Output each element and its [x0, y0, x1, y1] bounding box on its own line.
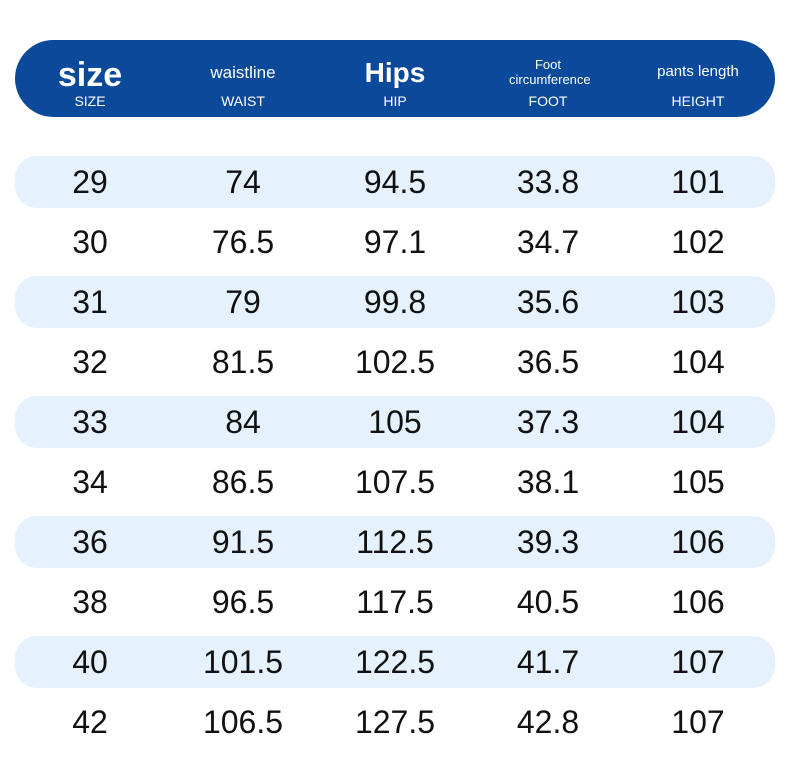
table-cell: 40.5 [516, 584, 580, 620]
table-cell: 36 [72, 524, 108, 560]
table-cell: 103 [671, 284, 725, 320]
table-cell: 31 [72, 284, 108, 320]
table-cell: 101.5 [202, 644, 284, 680]
column-title: waistline [210, 63, 276, 83]
table-cell: 106.5 [202, 704, 284, 740]
table-cell: 42.8 [516, 704, 580, 740]
table-cell: 37.3 [516, 404, 580, 440]
table-cell: 104 [671, 344, 725, 380]
table-row: 33 84 105 37.3 104 [15, 396, 775, 448]
table-cell: 38.1 [516, 464, 580, 500]
column-subtitle: HIP [383, 93, 407, 109]
table-cell: 99.8 [363, 284, 427, 320]
column-title: size [57, 55, 123, 94]
table-cell: 79 [225, 284, 261, 320]
table-row: 42 106.5 127.5 42.8 107 [15, 696, 775, 748]
header-band: size SIZE waistline WAIST Hips HIP Foot circum… [15, 40, 775, 117]
table-cell: 38 [72, 584, 108, 620]
table-cell: 112.5 [356, 524, 434, 560]
header-cell: Foot circumference FOOT [473, 40, 623, 117]
table-cell: 84 [225, 404, 261, 440]
table-cell: 97.1 [363, 224, 427, 260]
table-cell: 32 [72, 344, 108, 380]
table-cell: 101 [671, 164, 725, 200]
table-cell: 34.7 [516, 224, 580, 260]
table-cell: 39.3 [516, 524, 580, 560]
table-cell: 42 [72, 704, 108, 740]
header-cell: size SIZE [15, 40, 165, 117]
column-subtitle: WAIST [221, 93, 265, 109]
column-subtitle: SIZE [74, 93, 106, 109]
table-cell: 40 [72, 644, 108, 680]
column-title: Hips [364, 56, 426, 88]
table-cell: 29 [72, 164, 108, 200]
table-cell: 33 [72, 404, 108, 440]
table-cell: 86.5 [211, 464, 275, 500]
table-cell: 96.5 [211, 584, 275, 620]
table-row: 38 96.5 117.5 40.5 106 [15, 576, 775, 628]
table-cell: 105 [368, 404, 422, 440]
table-cell: 94.5 [363, 164, 427, 200]
table-cell: 102.5 [354, 344, 436, 380]
table-cell: 74 [225, 164, 261, 200]
table-cell: 104 [671, 404, 725, 440]
table-row: 29 74 94.5 33.8 101 [15, 156, 775, 208]
table-row: 30 76.5 97.1 34.7 102 [15, 216, 775, 268]
table-row: 36 91.5 112.5 39.3 106 [15, 516, 775, 568]
table-cell: 76.5 [211, 224, 275, 260]
table-cell: 107 [671, 704, 725, 740]
table-row: 34 86.5 107.5 38.1 105 [15, 456, 775, 508]
table-cell: 117.5 [356, 584, 434, 620]
table-cell: 102 [671, 224, 725, 260]
table-cell: 35.6 [516, 284, 580, 320]
table-cell: 30 [72, 224, 108, 260]
column-title: Foot circumference [509, 57, 591, 88]
table-cell: 107 [671, 644, 725, 680]
table-row: 40 101.5 122.5 41.7 107 [15, 636, 775, 688]
table-cell: 106 [671, 524, 725, 560]
table-cell: 34 [72, 464, 108, 500]
table-cell: 91.5 [211, 524, 275, 560]
table-cell: 122.5 [354, 644, 436, 680]
table-row: 31 79 99.8 35.6 103 [15, 276, 775, 328]
table-cell: 105 [671, 464, 725, 500]
table-cell: 127.5 [354, 704, 436, 740]
table-cell: 33.8 [516, 164, 580, 200]
table-cell: 81.5 [211, 344, 275, 380]
table-row: 32 81.5 102.5 36.5 104 [15, 336, 775, 388]
header-cell: pants length HEIGHT [623, 40, 773, 117]
column-title: pants length [657, 62, 739, 80]
header-cell: waistline WAIST [168, 40, 318, 117]
header-cell: Hips HIP [320, 40, 470, 117]
column-subtitle: FOOT [528, 93, 568, 109]
table-cell: 107.5 [354, 464, 436, 500]
column-subtitle: HEIGHT [671, 93, 725, 109]
table-cell: 36.5 [516, 344, 580, 380]
table-cell: 106 [671, 584, 725, 620]
table-cell: 41.7 [516, 644, 580, 680]
